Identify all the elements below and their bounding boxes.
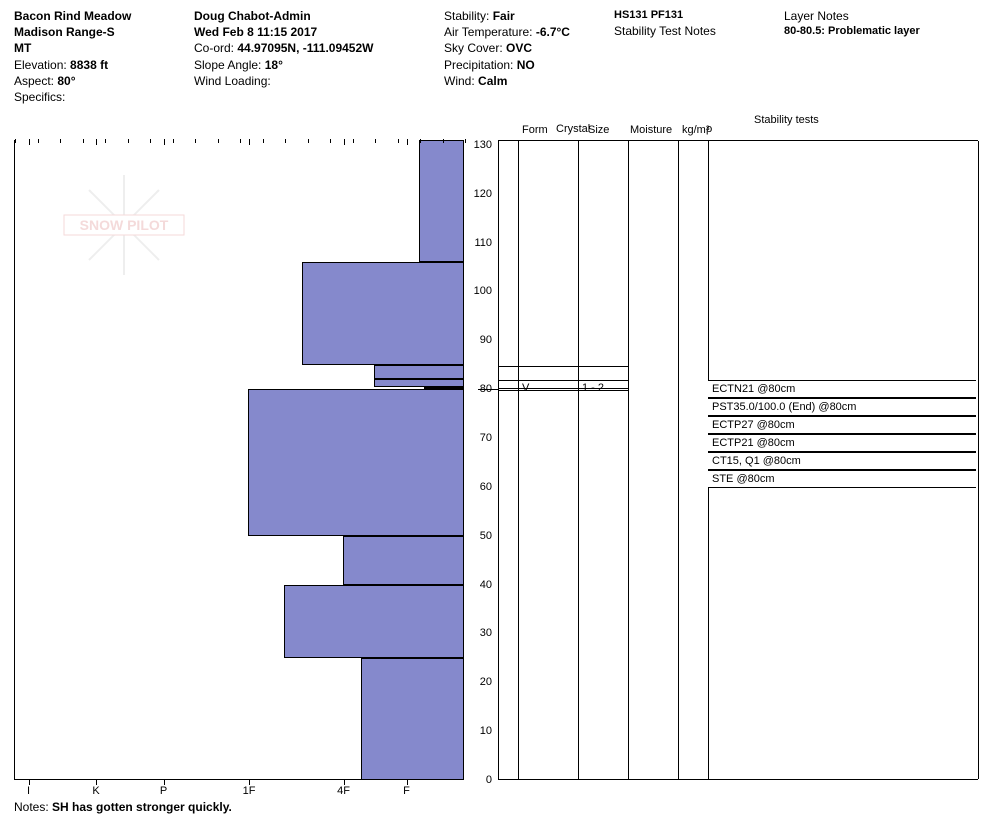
snow-layer <box>419 140 464 262</box>
site-name: Bacon Rind Meadow <box>14 8 174 24</box>
wind-value: Calm <box>478 74 507 88</box>
hs-pf: HS131 PF131 <box>614 8 764 23</box>
depth-tick-label: 100 <box>474 285 492 297</box>
slope-value: 18° <box>265 58 283 72</box>
slope-line: Slope Angle: 18° <box>194 57 424 73</box>
depth-tick-label: 120 <box>474 188 492 200</box>
observation-datetime: Wed Feb 8 11:15 2017 <box>194 24 424 40</box>
coord-line: Co-ord: 44.97095N, -111.09452W <box>194 40 424 56</box>
column-headers: Form Size Moisture kg/m³ Stability tests <box>498 110 978 140</box>
wind-label: Wind: <box>444 74 475 88</box>
hardness-plot-area: 0102030405060708090100110120130IKP1F4FF <box>14 140 464 780</box>
header-block: Bacon Rind Meadow Madison Range-S MT Ele… <box>0 0 994 109</box>
hardness-tick-label: P <box>160 785 167 797</box>
snow-layer <box>374 365 464 380</box>
elevation-label: Elevation: <box>14 58 67 72</box>
range-name: Madison Range-S <box>14 24 174 40</box>
stability-label: Stability: <box>444 9 489 23</box>
stabnotes-label: Stability Test Notes <box>614 23 764 39</box>
precip-label: Precipitation: <box>444 58 513 72</box>
aspect-line: Aspect: 80° <box>14 73 174 89</box>
density-unit-header: kg/m³ <box>682 124 710 136</box>
stability-test-row: ECTN21 @80cm <box>708 380 976 398</box>
windloading-label: Wind Loading: <box>194 73 424 89</box>
slope-label: Slope Angle: <box>194 58 261 72</box>
moisture-header: Moisture <box>630 124 672 136</box>
depth-tick-label: 60 <box>480 481 492 493</box>
precip-line: Precipitation: NO <box>444 57 594 73</box>
depth-tick-label: 130 <box>474 139 492 151</box>
observer-name: Doug Chabot-Admin <box>194 8 424 24</box>
crystal-form: V <box>522 382 529 394</box>
header-col-location: Bacon Rind Meadow Madison Range-S MT Ele… <box>14 8 194 105</box>
hardness-tick-label: I <box>27 785 30 797</box>
header-col-weather: Stability: Fair Air Temperature: -6.7°C … <box>444 8 614 105</box>
snow-layer <box>374 379 464 386</box>
coord-label: Co-ord: <box>194 41 234 55</box>
layernotes-label: Layer Notes <box>784 8 934 24</box>
stability-line: Stability: Fair <box>444 8 594 24</box>
depth-tick-label: 50 <box>480 530 492 542</box>
elevation-value: 8838 ft <box>70 58 108 72</box>
notes-text: SH has gotten stronger quickly. <box>52 800 232 814</box>
hardness-profile-chart: SNOW PILOT 01020304050607080901001101201… <box>14 140 464 780</box>
coord-value: 44.97095N, -111.09452W <box>237 41 373 55</box>
stability-test-row: CT15, Q1 @80cm <box>708 452 976 470</box>
right-data-block: Form Size Moisture kg/m³ Stability tests… <box>498 110 978 800</box>
hardness-tick-label: 1F <box>243 785 256 797</box>
wind-line: Wind: Calm <box>444 73 594 89</box>
size-header: Size <box>588 124 609 136</box>
stability-value: Fair <box>493 9 515 23</box>
airtemp-value: -6.7°C <box>536 25 570 39</box>
aspect-value: 80° <box>57 74 75 88</box>
depth-tick-label: 30 <box>480 627 492 639</box>
stability-test-row: STE @80cm <box>708 470 976 488</box>
depth-tick-label: 110 <box>474 237 492 249</box>
snow-layer <box>361 658 465 780</box>
stability-tests-header: Stability tests <box>754 114 819 126</box>
state: MT <box>14 40 174 56</box>
stability-test-row: ECTP27 @80cm <box>708 416 976 434</box>
data-grid: V 1 - 2 ECTN21 @80cmPST35.0/100.0 (End) @8… <box>498 140 978 780</box>
elevation-line: Elevation: 8838 ft <box>14 57 174 73</box>
snow-layer <box>248 389 464 536</box>
depth-tick-label: 40 <box>480 579 492 591</box>
specifics-label: Specifics: <box>14 89 174 105</box>
form-header: Form <box>522 124 548 136</box>
header-col-observer: Doug Chabot-Admin Wed Feb 8 11:15 2017 C… <box>194 8 444 105</box>
airtemp-label: Air Temperature: <box>444 25 532 39</box>
stability-test-row: ECTP21 @80cm <box>708 434 976 452</box>
aspect-label: Aspect: <box>14 74 54 88</box>
snow-layer <box>302 262 464 365</box>
notes-label: Notes: <box>14 800 49 814</box>
depth-tick-label: 90 <box>480 334 492 346</box>
hardness-tick-label: 4F <box>337 785 350 797</box>
sky-line: Sky Cover: OVC <box>444 40 594 56</box>
crystal-size: 1 - 2 <box>582 382 604 394</box>
depth-tick-label: 10 <box>480 725 492 737</box>
depth-tick-label: 0 <box>486 774 492 786</box>
stability-test-row: PST35.0/100.0 (End) @80cm <box>708 398 976 416</box>
airtemp-line: Air Temperature: -6.7°C <box>444 24 594 40</box>
layernote-value: 80-80.5: Problematic layer <box>784 24 934 39</box>
snow-layer <box>284 585 464 658</box>
depth-tick-label: 70 <box>480 432 492 444</box>
sky-value: OVC <box>506 41 532 55</box>
header-col-stabnotes: HS131 PF131 Stability Test Notes <box>614 8 784 105</box>
hardness-tick-label: K <box>92 785 99 797</box>
precip-value: NO <box>517 58 535 72</box>
notes-line: Notes: SH has gotten stronger quickly. <box>14 800 232 814</box>
sky-label: Sky Cover: <box>444 41 503 55</box>
hardness-tick-label: F <box>403 785 410 797</box>
snow-layer <box>343 536 465 585</box>
header-col-layernotes: Layer Notes 80-80.5: Problematic layer <box>784 8 954 105</box>
depth-tick-label: 20 <box>480 676 492 688</box>
